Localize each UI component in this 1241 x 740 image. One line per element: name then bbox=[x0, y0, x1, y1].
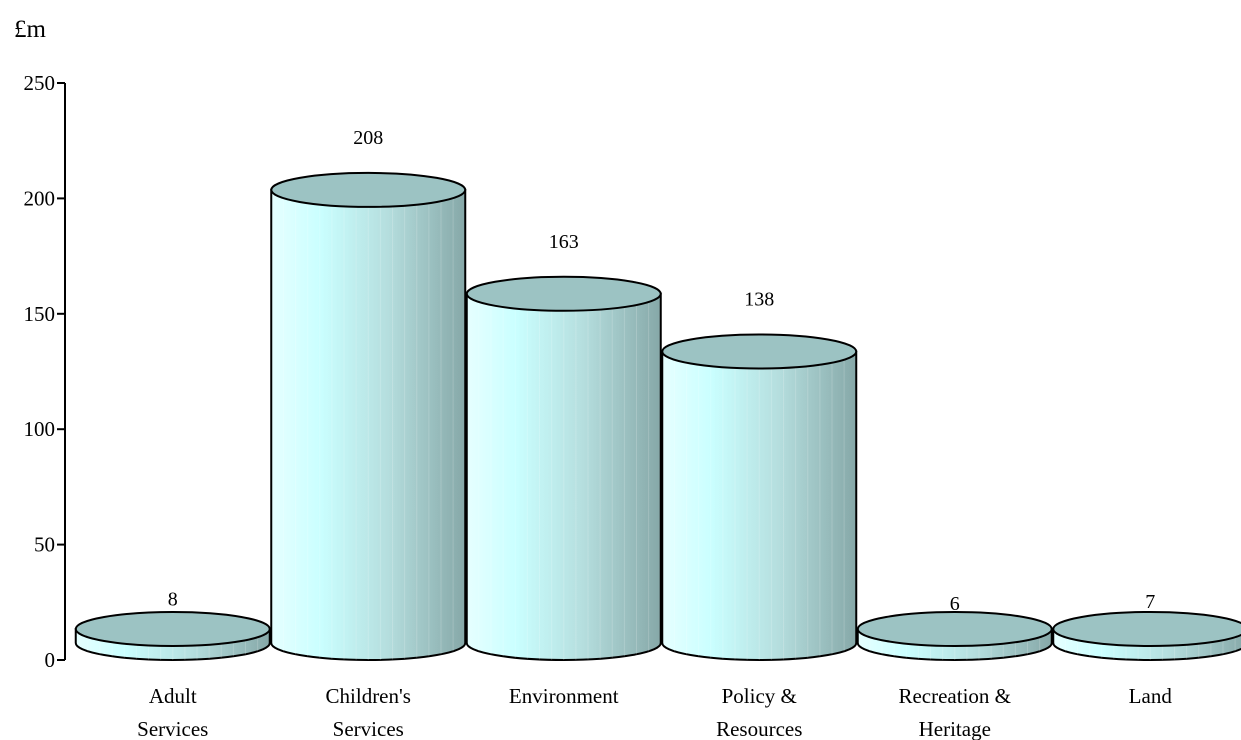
data-label: 7 bbox=[1145, 591, 1155, 613]
y-tick-label: 0 bbox=[45, 648, 56, 672]
data-label: 8 bbox=[168, 589, 178, 611]
bar-top bbox=[856, 611, 1053, 647]
category-label: Children's bbox=[326, 684, 411, 708]
y-axis-unit-label: £m bbox=[14, 16, 47, 43]
bar bbox=[74, 611, 271, 661]
bar-top bbox=[270, 171, 467, 208]
y-tick-label: 150 bbox=[24, 302, 56, 326]
data-label: 6 bbox=[950, 593, 960, 615]
bars: 8 208 163 138 6 7 bbox=[74, 127, 1241, 661]
category-label: Environment bbox=[509, 684, 619, 708]
category-label: Adult bbox=[149, 684, 197, 708]
bar-top bbox=[661, 333, 858, 370]
y-axis: 0 50 100 150 200 250 bbox=[24, 71, 66, 672]
data-label: 163 bbox=[549, 231, 579, 253]
y-tick-label: 200 bbox=[24, 186, 56, 210]
bar-body bbox=[465, 292, 662, 661]
category-label: Land bbox=[1129, 684, 1173, 708]
bar bbox=[1052, 611, 1241, 661]
category-label: Services bbox=[333, 717, 404, 740]
category-label: Services bbox=[137, 717, 208, 740]
bar-body bbox=[661, 350, 858, 661]
bar-top bbox=[1052, 611, 1241, 647]
data-label: 208 bbox=[353, 127, 383, 149]
category-labels: Adult Services Children's Services Environme… bbox=[137, 684, 1172, 740]
category-label: Resources bbox=[716, 717, 802, 740]
bar-body bbox=[270, 188, 467, 661]
bar bbox=[465, 275, 662, 661]
y-tick-label: 50 bbox=[34, 533, 55, 557]
data-label: 138 bbox=[744, 288, 774, 310]
category-label: Policy & bbox=[722, 684, 797, 708]
bar-top bbox=[74, 611, 271, 647]
bar-top bbox=[465, 275, 662, 312]
bar bbox=[856, 611, 1053, 661]
category-label: Heritage bbox=[919, 717, 991, 740]
bar bbox=[270, 171, 467, 661]
y-tick-label: 250 bbox=[24, 71, 56, 95]
y-tick-label: 100 bbox=[24, 417, 56, 441]
bar bbox=[661, 333, 858, 661]
category-label: Recreation & bbox=[898, 684, 1011, 708]
